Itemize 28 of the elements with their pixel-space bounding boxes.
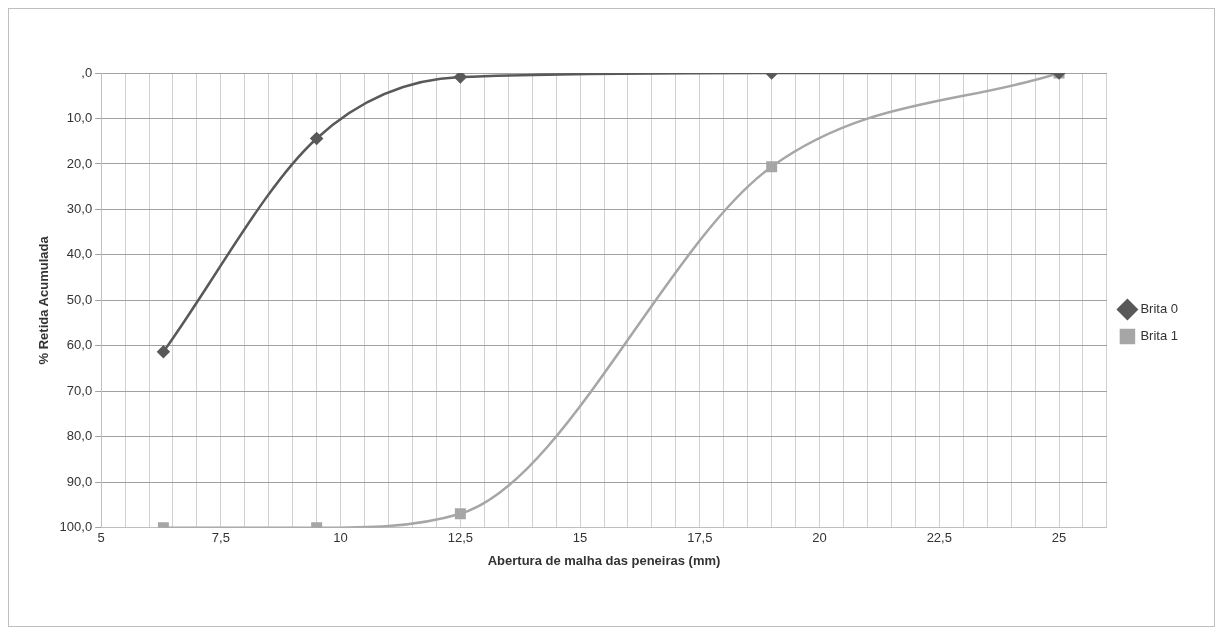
x-tick-label: 7,5 [211, 530, 230, 546]
x-tick-label: 22,5 [926, 530, 952, 546]
y-tick-label: 50,0 [66, 291, 93, 307]
x-tick-label: 10 [333, 530, 348, 546]
y-tick-label: 30,0 [66, 201, 93, 217]
point [454, 73, 467, 84]
point [310, 132, 323, 145]
y-axis-title: % Retida Acumulada [36, 235, 52, 365]
x-tick-label: 15 [572, 530, 588, 546]
legend-label: Brita 0 [1140, 301, 1179, 317]
x-tick-label: 20 [812, 530, 827, 546]
x-tick-label: 25 [1051, 530, 1067, 546]
legend-label: Brita 1 [1140, 328, 1179, 344]
x-tick-label: 12,5 [447, 530, 473, 546]
x-axis-title: Abertura de malha das peneiras (mm) [487, 552, 721, 568]
y-tick-label: ,0 [81, 64, 93, 80]
point [157, 345, 170, 359]
y-tick-label: 70,0 [66, 382, 93, 398]
x-tick-label: 17,5 [687, 530, 713, 546]
y-tick-label: 20,0 [66, 155, 93, 171]
point [766, 161, 778, 173]
y-tick-label: 10,0 [66, 110, 93, 126]
x-tick-label: 5 [97, 530, 105, 546]
y-tick-label: 100,0 [59, 519, 93, 535]
y-tick-label: 90,0 [66, 473, 93, 489]
y-tick-label: 40,0 [66, 246, 93, 262]
y-tick-label: 60,0 [66, 337, 93, 353]
y-tick-label: 80,0 [66, 428, 93, 444]
